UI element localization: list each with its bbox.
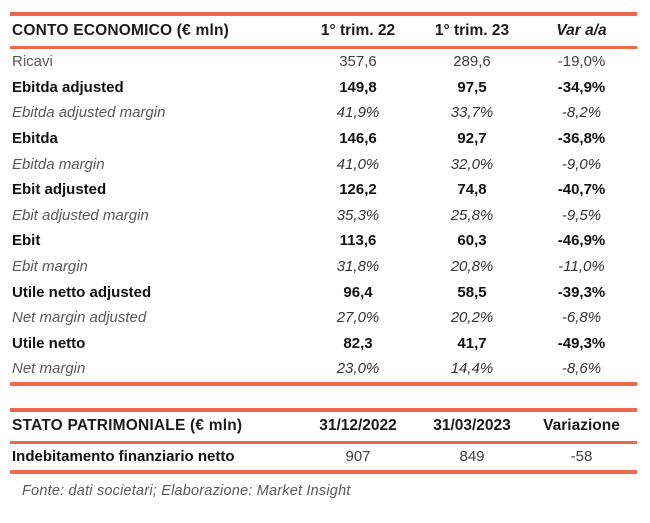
row-value-q1-22: 35,3% [336,206,380,224]
row-label: Ebitda [12,130,58,148]
row-label: Ebit [12,232,41,250]
row-value-var: -9,5% [561,206,602,224]
row-value-var: -6,8% [561,309,602,327]
table-row-ebit-margin: Ebit margin 31,8% 20,8% -11,0% [10,254,637,280]
row-value-q1-23: 33,7% [450,104,494,122]
income-table-header: CONTO ECONOMICO (€ mln) 1° trim. 22 1° t… [10,16,637,46]
row-value-var: -34,9% [557,78,606,96]
row-label: Ebitda margin [12,155,105,173]
row-value-q1-23: 97,5 [457,78,487,96]
row-value-var: -46,9% [557,232,606,250]
balance-table-header: STATO PATRIMONIALE (€ mln) 31/12/2022 31… [10,412,637,441]
row-value-q1-22: 41,0% [336,155,380,173]
row-value-q1-23: 20,8% [450,258,494,276]
row-value-var: -19,0% [557,53,606,71]
source-note: Fonte: dati societari; Elaborazione: Mar… [22,482,351,499]
row-value-q1-23: 25,8% [450,206,494,224]
row-label: Indebitamento finanziario netto [12,448,235,466]
row-value-q1-22: 27,0% [336,309,380,327]
row-value-var: -9,0% [561,155,602,173]
row-value-var: -8,2% [561,104,602,122]
income-col-var: Var a/a [556,22,607,39]
row-label: Net margin [12,360,86,378]
table-row-ebitda-adjusted-margin: Ebitda adjusted margin 41,9% 33,7% -8,2% [10,100,637,126]
row-value-q1-23: 74,8 [457,181,487,199]
row-value-var: -8,6% [561,360,602,378]
row-value-date-1: 907 [345,448,371,466]
row-value-q1-22: 113,6 [339,232,377,250]
income-header-rule [10,46,637,49]
balance-table-top-rule [10,407,637,412]
row-label: Ebit margin [12,258,88,276]
row-value-q1-22: 23,0% [336,360,380,378]
table-row-utile-netto-adjusted: Utile netto adjusted 96,4 58,5 -39,3% [10,279,637,305]
row-value-q1-23: 92,7 [457,130,487,148]
row-value-q1-22: 146,6 [339,130,377,148]
table-row-ebitda: Ebitda 146,6 92,7 -36,8% [10,126,637,152]
balance-table-title: STATO PATRIMONIALE (€ mln) [12,417,243,435]
income-col-q1-22: 1° trim. 22 [320,22,396,39]
row-value-q1-23: 41,7 [457,334,487,352]
row-label: Ebit adjusted margin [12,206,149,224]
row-value-var: -40,7% [557,181,606,199]
report-page: CONTO ECONOMICO (€ mln) 1° trim. 22 1° t… [10,12,637,499]
row-value-q1-22: 126,2 [339,181,377,199]
row-value-q1-22: 149,8 [339,78,377,96]
row-value-q1-22: 41,9% [336,104,380,122]
row-value-var: -49,3% [557,334,606,352]
row-value-variation: -58 [570,448,593,466]
row-value-q1-23: 32,0% [450,155,494,173]
balance-col-variation: Variazione [543,417,620,435]
income-statement-table: CONTO ECONOMICO (€ mln) 1° trim. 22 1° t… [10,12,637,386]
table-row-utile-netto: Utile netto 82,3 41,7 -49,3% [10,331,637,357]
table-row-ebit-adjusted: Ebit adjusted 126,2 74,8 -40,7% [10,177,637,203]
row-label: Utile netto [12,334,86,352]
balance-col-date-1: 31/12/2022 [319,417,397,435]
balance-col-date-2: 31/03/2023 [433,417,511,435]
row-value-q1-23: 20,2% [450,309,494,327]
row-label: Ebitda adjusted margin [12,104,166,122]
balance-header-rule [10,440,637,444]
row-label: Ricavi [12,53,53,71]
table-row-ebit-adjusted-margin: Ebit adjusted margin 35,3% 25,8% -9,5% [10,203,637,229]
balance-sheet-table: STATO PATRIMONIALE (€ mln) 31/12/2022 31… [10,407,637,474]
income-col-q1-23: 1° trim. 23 [434,22,510,39]
row-value-q1-22: 31,8% [336,258,380,276]
income-table-title: CONTO ECONOMICO (€ mln) [12,22,230,39]
row-value-q1-22: 82,3 [343,334,373,352]
row-value-q1-22: 357,6 [339,53,377,71]
row-value-var: -39,3% [557,283,606,301]
row-label: Ebitda adjusted [12,78,124,96]
row-label: Ebit adjusted [12,181,107,199]
row-value-q1-23: 58,5 [457,283,487,301]
income-table-bottom-rule [10,381,637,386]
table-row-ebitda-margin: Ebitda margin 41,0% 32,0% -9,0% [10,151,637,177]
table-row-ebitda-adjusted: Ebitda adjusted 149,8 97,5 -34,9% [10,75,637,101]
row-value-q1-23: 60,3 [457,232,487,250]
table-row-net-margin-adjusted: Net margin adjusted 27,0% 20,2% -6,8% [10,305,637,331]
row-label: Utile netto adjusted [12,283,152,301]
income-table-top-rule [10,12,637,16]
row-value-date-2: 849 [459,448,485,466]
table-row-indebitamento: Indebitamento finanziario netto 907 849 … [10,444,637,470]
table-row-net-margin: Net margin 23,0% 14,4% -8,6% [10,356,637,382]
table-row-ebit: Ebit 113,6 60,3 -46,9% [10,228,637,254]
row-value-var: -11,0% [558,258,605,276]
row-value-var: -36,8% [557,130,606,148]
row-value-q1-22: 96,4 [343,283,373,301]
table-row-ricavi: Ricavi 357,6 289,6 -19,0% [10,49,637,75]
row-value-q1-23: 14,4% [450,360,494,378]
row-value-q1-23: 289,6 [453,53,491,71]
balance-table-bottom-rule [10,469,637,474]
row-label: Net margin adjusted [12,309,147,327]
